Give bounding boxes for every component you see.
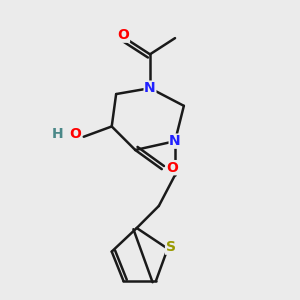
Text: H: H (51, 127, 63, 141)
Text: O: O (118, 28, 129, 42)
Text: N: N (169, 134, 181, 148)
Text: S: S (166, 240, 176, 254)
Text: O: O (69, 127, 81, 141)
Text: N: N (144, 81, 156, 95)
Text: O: O (166, 161, 178, 175)
